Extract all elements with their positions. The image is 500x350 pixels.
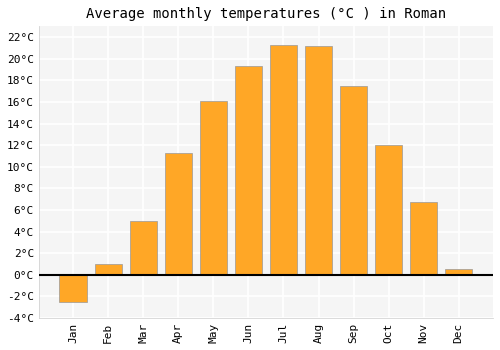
- Bar: [130, 221, 157, 275]
- Bar: [234, 66, 262, 275]
- Bar: [60, 275, 87, 302]
- Bar: [340, 86, 367, 275]
- Bar: [200, 101, 227, 275]
- Bar: [270, 45, 297, 275]
- Bar: [445, 270, 472, 275]
- Bar: [410, 202, 438, 275]
- Bar: [94, 264, 122, 275]
- Bar: [164, 153, 192, 275]
- Title: Average monthly temperatures (°C ) in Roman: Average monthly temperatures (°C ) in Ro…: [86, 7, 446, 21]
- Bar: [305, 46, 332, 275]
- Bar: [375, 145, 402, 275]
